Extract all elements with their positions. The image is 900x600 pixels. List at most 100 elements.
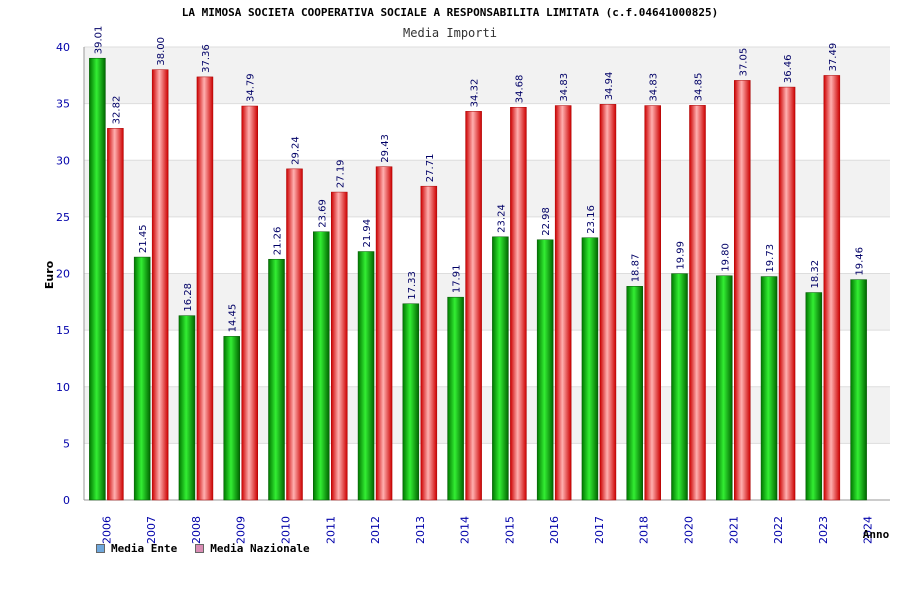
- y-tick-label: 30: [56, 154, 70, 167]
- y-tick-label: 10: [56, 381, 70, 394]
- x-tick-label: 2022: [772, 516, 785, 544]
- data-label: 39.01: [93, 26, 104, 55]
- x-tick-label: 2015: [503, 516, 516, 544]
- x-tick-label: 2007: [145, 516, 158, 544]
- data-label: 14.45: [228, 304, 239, 333]
- data-label: 17.91: [452, 265, 463, 294]
- data-label: 38.00: [156, 37, 167, 66]
- y-tick-label: 35: [56, 98, 70, 111]
- bar-media-nazionale: [151, 69, 169, 501]
- data-label: 34.94: [604, 72, 615, 101]
- legend: Media Ente Media Nazionale: [96, 542, 310, 555]
- y-tick-label: 20: [56, 268, 70, 281]
- bar-media-ente: [850, 279, 867, 501]
- bar-media-nazionale: [644, 105, 661, 501]
- data-label: 34.85: [694, 73, 705, 102]
- grid-band: [84, 160, 890, 217]
- x-tick-label: 2021: [727, 516, 740, 544]
- y-axis-label: Euro: [43, 260, 56, 289]
- data-label: 18.32: [810, 260, 821, 289]
- data-label: 17.33: [407, 271, 418, 300]
- bar-media-nazionale: [375, 166, 393, 501]
- bar-media-nazionale: [241, 105, 258, 501]
- y-tick-label: 5: [63, 437, 70, 450]
- data-label: 23.24: [496, 204, 507, 233]
- grid-band: [84, 273, 890, 331]
- bar-media-ente: [313, 231, 330, 501]
- bar-media-ente: [178, 315, 196, 501]
- grid-band: [84, 386, 890, 444]
- bar-media-ente: [581, 237, 599, 501]
- data-label: 34.79: [246, 73, 257, 102]
- data-label: 37.49: [828, 43, 839, 72]
- data-label: 23.69: [317, 199, 328, 228]
- bar-media-nazionale: [734, 80, 751, 501]
- bar-media-ente: [492, 236, 509, 501]
- data-label: 19.73: [765, 244, 776, 273]
- legend-item-nazionale: Media Nazionale: [195, 542, 310, 555]
- bar-media-ente: [133, 256, 151, 501]
- bar-media-ente: [626, 286, 643, 501]
- data-label: 19.46: [855, 247, 866, 276]
- x-tick-label: 2009: [235, 516, 248, 544]
- bar-media-nazionale: [331, 191, 348, 501]
- x-tick-label: 2006: [100, 516, 113, 544]
- data-label: 34.83: [559, 73, 570, 102]
- x-tick-label: 2013: [414, 516, 427, 544]
- y-tick-label: 25: [56, 211, 70, 224]
- x-tick-label: 2024: [862, 516, 875, 544]
- data-label: 34.32: [470, 79, 481, 108]
- bar-media-nazionale: [599, 104, 617, 501]
- bar-media-ente: [536, 239, 554, 501]
- grid-band: [84, 216, 890, 274]
- data-label: 19.80: [720, 243, 731, 272]
- bar-media-ente: [447, 296, 464, 501]
- grid-band: [84, 103, 890, 161]
- x-tick-label: 2018: [638, 516, 651, 544]
- bar-media-nazionale: [196, 76, 214, 501]
- legend-label-ente: Media Ente: [111, 542, 178, 555]
- bar-media-ente: [402, 303, 420, 501]
- grid-band: [84, 330, 890, 387]
- bar-media-ente: [357, 251, 375, 501]
- data-label: 19.99: [676, 241, 687, 270]
- bar-media-ente: [716, 275, 733, 501]
- chart-subtitle: Media Importi: [403, 26, 497, 40]
- x-tick-label: 2014: [459, 516, 472, 544]
- data-label: 36.46: [783, 54, 794, 83]
- bar-media-ente: [760, 276, 778, 501]
- legend-item-ente: Media Ente: [96, 542, 177, 555]
- x-tick-label: 2010: [280, 516, 293, 544]
- bar-media-nazionale: [420, 185, 438, 501]
- bar-media-ente: [223, 336, 240, 501]
- data-label: 29.43: [380, 134, 391, 163]
- y-tick-label: 15: [56, 324, 70, 337]
- bar-media-nazionale: [286, 168, 303, 501]
- x-tick-label: 2008: [190, 516, 203, 544]
- bar-media-ente: [671, 273, 688, 501]
- data-label: 22.98: [541, 207, 552, 236]
- data-label: 34.83: [649, 73, 660, 102]
- x-tick-label: 2017: [593, 516, 606, 544]
- bar-media-nazionale: [823, 75, 841, 501]
- x-tick-label: 2011: [324, 516, 337, 544]
- x-tick-label: 2016: [548, 516, 561, 544]
- bar-media-nazionale: [465, 111, 482, 501]
- legend-label-nazionale: Media Nazionale: [210, 542, 310, 555]
- x-tick-label: 2023: [817, 516, 830, 544]
- legend-swatch-ente: [96, 544, 105, 553]
- data-label: 29.24: [291, 136, 302, 165]
- data-label: 18.87: [631, 254, 642, 283]
- x-tick-label: 2012: [369, 516, 382, 544]
- chart-title: LA MIMOSA SOCIETA COOPERATIVA SOCIALE A …: [181, 6, 719, 19]
- bar-media-ente: [268, 258, 285, 501]
- data-label: 32.82: [111, 96, 122, 125]
- data-label: 21.26: [273, 227, 284, 256]
- bar-media-ente: [805, 292, 823, 501]
- bar-media-nazionale: [689, 105, 706, 501]
- legend-swatch-nazionale: [195, 544, 205, 553]
- bar-media-nazionale: [107, 128, 124, 501]
- data-label: 16.28: [183, 283, 194, 312]
- data-label: 21.94: [362, 219, 373, 248]
